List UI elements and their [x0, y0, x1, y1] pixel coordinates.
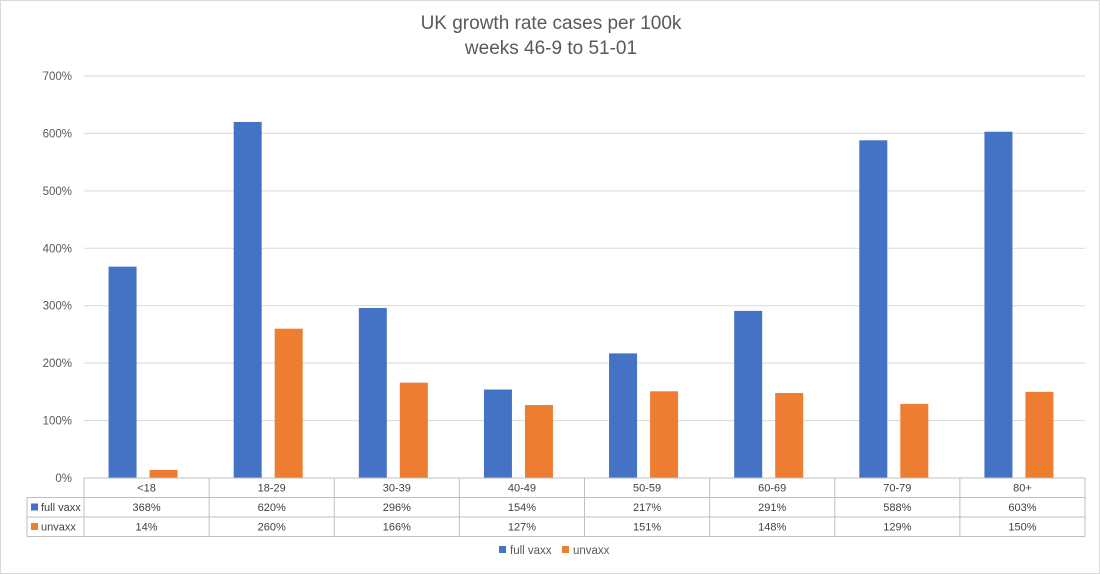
bar-full-vaxx-4	[609, 353, 638, 478]
data-label: 151%	[633, 522, 661, 534]
x-category-label: 80+	[1013, 483, 1032, 495]
legend-label: unvaxx	[573, 545, 610, 557]
bar-unvaxx-7	[1025, 391, 1054, 478]
legend-key-full-vaxx	[499, 546, 506, 553]
data-label: 127%	[508, 522, 536, 534]
legend-key-unvaxx	[562, 546, 569, 553]
legend-label: full vaxx	[510, 545, 552, 557]
data-label: 260%	[258, 522, 286, 534]
bars	[108, 121, 1054, 478]
x-category-label: 50-59	[633, 483, 661, 495]
bar-full-vaxx-0	[108, 266, 137, 478]
data-label: 296%	[383, 502, 411, 514]
x-category-label: <18	[137, 483, 156, 495]
bar-full-vaxx-5	[734, 310, 763, 478]
table-legend-key	[31, 503, 38, 511]
legend: full vaxx unvaxx	[499, 545, 610, 557]
y-tick-label: 700%	[43, 71, 72, 83]
table-series-name: unvaxx	[41, 522, 76, 534]
table-series-name: full vaxx	[41, 502, 81, 514]
bar-full-vaxx-7	[984, 131, 1013, 478]
bar-unvaxx-4	[650, 391, 679, 478]
data-table: <18 18-29 30-39 40-49 50-59 60-69 70-79 80+ full…	[26, 477, 1086, 537]
bar-full-vaxx-2	[358, 308, 387, 478]
chart-title-line-2: weeks 46-9 to 51-01	[464, 38, 637, 59]
data-label: 588%	[883, 502, 911, 514]
data-label: 291%	[758, 502, 786, 514]
x-category-label: 30-39	[383, 483, 411, 495]
bar-unvaxx-6	[900, 403, 929, 478]
x-category-label: 60-69	[758, 483, 786, 495]
data-label: 154%	[508, 502, 536, 514]
y-tick-label: 200%	[43, 358, 72, 370]
data-label: 150%	[1008, 522, 1036, 534]
y-axis-ticks: 0% 100% 200% 300% 400% 500% 600% 700%	[43, 71, 72, 485]
bar-unvaxx-5	[775, 393, 804, 478]
x-category-label: 70-79	[883, 483, 911, 495]
y-tick-label: 300%	[43, 301, 72, 313]
bar-unvaxx-1	[274, 328, 303, 478]
chart-title: UK growth rate cases per 100k weeks 46-9…	[421, 13, 682, 59]
y-tick-label: 100%	[43, 416, 72, 428]
data-label: 603%	[1008, 502, 1036, 514]
bar-unvaxx-3	[524, 405, 553, 478]
bar-full-vaxx-1	[233, 121, 262, 478]
bar-unvaxx-0	[149, 469, 178, 478]
data-label: 129%	[883, 522, 911, 534]
chart-title-line-1: UK growth rate cases per 100k	[421, 13, 682, 34]
data-label: 14%	[136, 522, 158, 534]
y-tick-label: 600%	[43, 128, 72, 140]
y-tick-label: 0%	[55, 473, 72, 485]
table-legend-key	[31, 523, 38, 530]
bar-unvaxx-2	[399, 382, 428, 478]
data-label: 368%	[132, 502, 160, 514]
bar-full-vaxx-3	[483, 389, 512, 478]
bar-full-vaxx-6	[859, 140, 888, 478]
data-label: 620%	[258, 502, 286, 514]
y-tick-label: 500%	[43, 186, 72, 198]
data-label: 217%	[633, 502, 661, 514]
x-category-label: 40-49	[508, 483, 536, 495]
y-tick-label: 400%	[43, 243, 72, 255]
data-label: 166%	[383, 522, 411, 534]
data-label: 148%	[758, 522, 786, 534]
x-category-label: 18-29	[258, 483, 286, 495]
